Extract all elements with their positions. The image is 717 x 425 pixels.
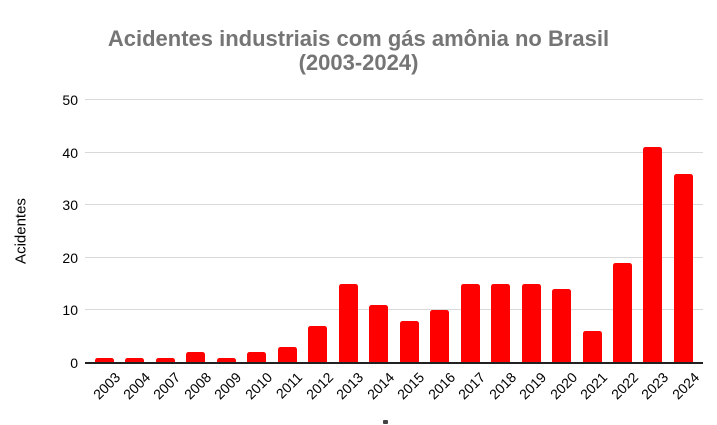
x-axis-line (85, 362, 703, 364)
bar-2017 (460, 284, 480, 363)
gridline-50 (85, 99, 703, 100)
chart-title: Acidentes industriais com gás amônia no … (0, 27, 717, 75)
bar-2020 (552, 289, 572, 363)
bar-2009 (216, 357, 236, 363)
x-tick-label-2004: 2004 (119, 369, 154, 403)
x-tick-label-2022: 2022 (607, 369, 641, 403)
bar-2019 (521, 284, 541, 363)
bar-2011 (277, 347, 297, 363)
x-tick-label-2023: 2023 (637, 369, 672, 403)
y-tick-label-50: 50 (62, 92, 78, 108)
bar-2024 (673, 173, 693, 363)
gridline-30 (85, 204, 703, 206)
x-tick-label-2014: 2014 (363, 369, 398, 403)
y-tick-label-0: 0 (70, 355, 78, 371)
x-tick-label-2009: 2009 (211, 369, 245, 403)
x-tick-label-2015: 2015 (394, 369, 428, 403)
bar-2023 (643, 147, 663, 363)
bar-2007 (155, 357, 175, 363)
x-tick-label-2021: 2021 (577, 369, 611, 403)
x-tick-label-2012: 2012 (302, 369, 337, 403)
bar-2003 (95, 357, 114, 363)
bar-2015 (399, 320, 419, 363)
bar-2012 (308, 326, 328, 363)
y-tick-label-30: 30 (62, 197, 78, 214)
x-tick-label-2024: 2024 (668, 369, 702, 403)
bar-2016 (430, 310, 450, 363)
plot-area (85, 99, 703, 364)
gridline-40 (85, 151, 703, 153)
x-tick-label-2011: 2011 (273, 369, 306, 402)
x-axis-title-clipped-dot (383, 420, 388, 424)
x-tick-label-2017: 2017 (455, 369, 489, 403)
x-tick-label-2003: 2003 (89, 369, 123, 403)
x-tick-label-2013: 2013 (333, 369, 367, 403)
bar-2010 (247, 352, 267, 363)
gridline-10 (85, 309, 703, 311)
x-tick-label-2019: 2019 (516, 369, 550, 403)
bar-2022 (612, 263, 632, 363)
bar-2021 (582, 331, 602, 363)
bar-2014 (369, 305, 389, 363)
x-tick-label-2018: 2018 (485, 369, 519, 403)
bar-2004 (125, 357, 145, 363)
y-tick-label-10: 10 (62, 302, 78, 319)
chart-title-line1: Acidentes industriais com gás amônia no … (107, 26, 610, 51)
gridline-20 (85, 256, 703, 258)
y-tick-label-40: 40 (62, 144, 78, 161)
x-tick-label-2008: 2008 (180, 369, 215, 403)
bar-2018 (491, 284, 511, 363)
y-tick-label-20: 20 (62, 249, 78, 266)
bar-2013 (338, 284, 358, 363)
x-tick-label-2010: 2010 (241, 369, 276, 403)
x-tick-label-2016: 2016 (424, 369, 459, 403)
x-tick-label-2020: 2020 (546, 369, 580, 403)
chart-title-line2: (2003-2024) (298, 50, 419, 75)
x-tick-label-2007: 2007 (150, 369, 184, 403)
bars-container (85, 100, 703, 363)
bar-2008 (186, 352, 206, 363)
